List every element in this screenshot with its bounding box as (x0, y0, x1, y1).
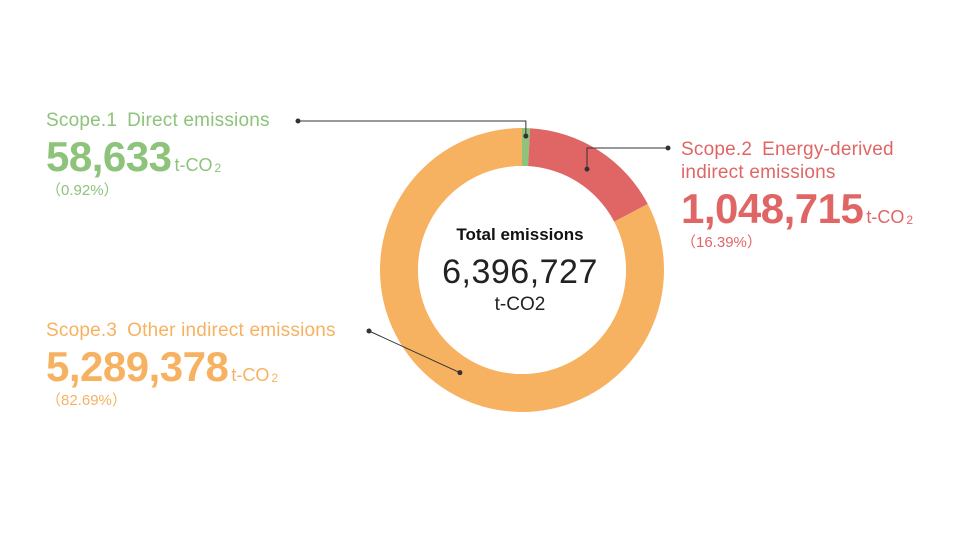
scope3-scope: Scope.3 (46, 320, 118, 341)
slice-scope2 (527, 128, 648, 222)
scope3-unit: t-CO 2 (231, 365, 279, 385)
scope1-title: Scope.1 Direct emissions (46, 111, 270, 130)
scope2-title-line1: Scope.2 Energy-derived (681, 140, 913, 159)
scope1-leader-line (298, 120, 527, 137)
scope3-title: Scope.3 Other indirect emissions (46, 321, 336, 340)
scope1-name: Direct emissions (127, 110, 270, 131)
scope3-leader-line (368, 330, 461, 374)
scope2-value: 1,048,715 (681, 185, 864, 232)
center-total-value: 6,396,727 (442, 253, 598, 291)
scope1-leader-dot (523, 133, 529, 139)
scope2-name-line1: Energy-derived (762, 139, 894, 160)
scope1-leader-dot (295, 118, 301, 124)
scope2-scope: Scope.2 (681, 139, 753, 160)
scope3-name: Other indirect emissions (127, 320, 336, 341)
scope2-leader-line (586, 147, 668, 170)
scope1-scope: Scope.1 (46, 110, 118, 131)
scope2-unit: t-CO 2 (866, 207, 914, 227)
center-unit: t-CO2 (494, 294, 546, 315)
scope1-percent: （0.92%） (46, 182, 119, 199)
scope3-value: 5,289,378 (46, 343, 229, 390)
scope1-unit: t-CO 2 (174, 155, 222, 175)
scope2-percent: （16.39%） (681, 234, 762, 251)
center-title: Total emissions (456, 225, 584, 244)
scope2-label: Scope.2 Energy-derived indirect emissions… (681, 140, 913, 250)
scope3-label: Scope.3 Other indirect emissions 5,289,37… (46, 321, 336, 408)
donut-hole (418, 166, 626, 374)
scope2-leader-dot (665, 145, 671, 151)
scope2-value-row: 1,048,715 t-CO 2 (681, 188, 913, 230)
scope3-leader-dot (457, 370, 463, 376)
scope3-percent: （82.69%） (46, 392, 127, 409)
scope1-label: Scope.1 Direct emissions 58,633 t-CO 2 （0.9… (46, 111, 270, 198)
scope2-leader-dot (584, 166, 590, 172)
scope1-value-row: 58,633 t-CO 2 (46, 136, 270, 178)
scope1-value: 58,633 (46, 133, 172, 180)
scope3-value-row: 5,289,378 t-CO 2 (46, 346, 336, 388)
scope3-leader-dot (366, 328, 372, 334)
scope2-name-line2: indirect emissions (681, 162, 836, 183)
